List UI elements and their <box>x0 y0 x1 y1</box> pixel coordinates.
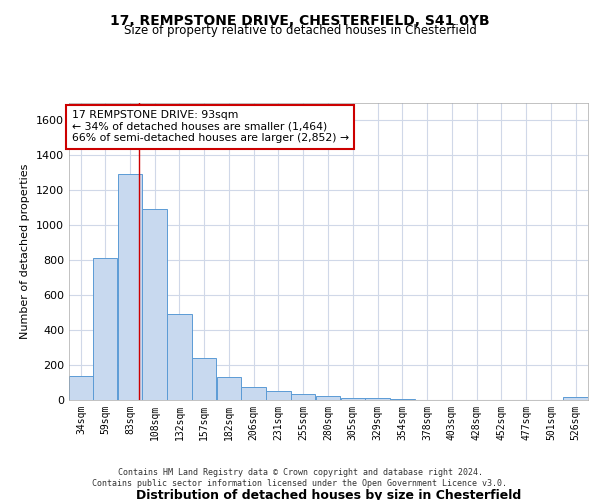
Bar <box>365 398 390 400</box>
Bar <box>266 391 291 400</box>
Bar <box>390 398 415 400</box>
Y-axis label: Number of detached properties: Number of detached properties <box>20 164 31 339</box>
Bar <box>93 258 118 400</box>
Bar <box>217 377 241 400</box>
X-axis label: Distribution of detached houses by size in Chesterfield: Distribution of detached houses by size … <box>136 488 521 500</box>
Bar <box>241 387 266 400</box>
Bar <box>316 396 340 400</box>
Bar <box>118 174 142 400</box>
Bar <box>142 209 167 400</box>
Bar <box>563 398 588 400</box>
Text: Contains HM Land Registry data © Crown copyright and database right 2024.
Contai: Contains HM Land Registry data © Crown c… <box>92 468 508 487</box>
Bar <box>69 376 94 400</box>
Bar <box>192 358 217 400</box>
Text: 17, REMPSTONE DRIVE, CHESTERFIELD, S41 0YB: 17, REMPSTONE DRIVE, CHESTERFIELD, S41 0… <box>110 14 490 28</box>
Bar <box>341 398 365 400</box>
Bar <box>291 394 316 400</box>
Text: 17 REMPSTONE DRIVE: 93sqm
← 34% of detached houses are smaller (1,464)
66% of se: 17 REMPSTONE DRIVE: 93sqm ← 34% of detac… <box>71 110 349 143</box>
Bar <box>167 314 191 400</box>
Text: Size of property relative to detached houses in Chesterfield: Size of property relative to detached ho… <box>124 24 476 37</box>
